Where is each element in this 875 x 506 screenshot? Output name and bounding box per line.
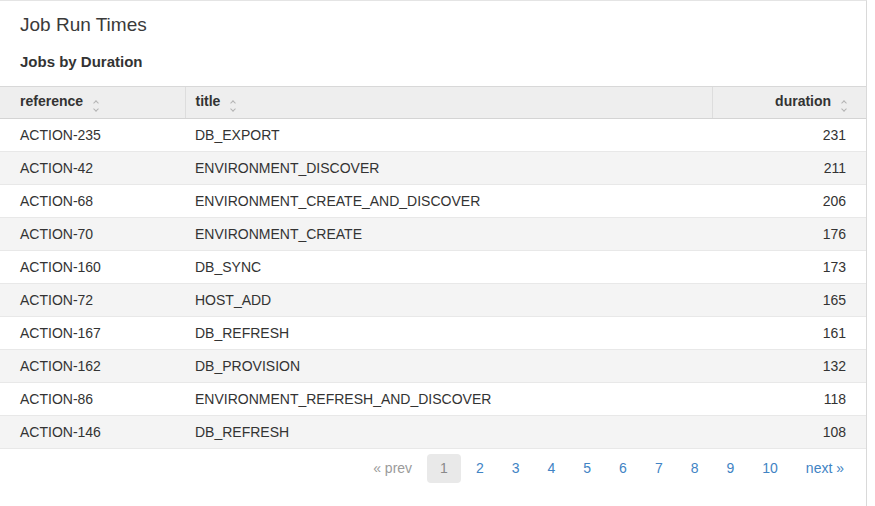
- table-row: ACTION-146DB_REFRESH108: [0, 416, 866, 449]
- col-header-reference[interactable]: reference: [0, 87, 185, 119]
- col-header-duration-label: duration: [775, 93, 831, 109]
- pagination-next[interactable]: next »: [793, 454, 857, 483]
- pagination-page-2[interactable]: 2: [463, 454, 497, 483]
- cell-reference: ACTION-68: [0, 185, 185, 218]
- cell-duration: 161: [712, 317, 866, 350]
- pagination: « prev12345678910next »: [0, 454, 866, 483]
- table-row: ACTION-167DB_REFRESH161: [0, 317, 866, 350]
- pagination-page-10[interactable]: 10: [749, 454, 791, 483]
- cell-reference: ACTION-162: [0, 350, 185, 383]
- cell-title: DB_REFRESH: [185, 317, 712, 350]
- table-row: ACTION-68ENVIRONMENT_CREATE_AND_DISCOVER…: [0, 185, 866, 218]
- pagination-page-9[interactable]: 9: [713, 454, 747, 483]
- table-row: ACTION-42ENVIRONMENT_DISCOVER211: [0, 152, 866, 185]
- cell-reference: ACTION-146: [0, 416, 185, 449]
- cell-reference: ACTION-86: [0, 383, 185, 416]
- pagination-page-4[interactable]: 4: [535, 454, 569, 483]
- col-header-title[interactable]: title: [185, 87, 712, 119]
- sort-icon[interactable]: [231, 101, 235, 111]
- table-header-row: reference title duration: [0, 87, 866, 119]
- cell-duration: 165: [712, 284, 866, 317]
- cell-title: DB_REFRESH: [185, 416, 712, 449]
- cell-reference: ACTION-235: [0, 119, 185, 152]
- table-row: ACTION-235DB_EXPORT231: [0, 119, 866, 152]
- page-title: Job Run Times: [20, 13, 866, 36]
- table-row: ACTION-72HOST_ADD165: [0, 284, 866, 317]
- cell-reference: ACTION-70: [0, 218, 185, 251]
- pagination-page-5[interactable]: 5: [570, 454, 604, 483]
- pagination-page-1[interactable]: 1: [427, 454, 461, 483]
- cell-duration: 211: [712, 152, 866, 185]
- pagination-prev[interactable]: « prev: [360, 454, 425, 483]
- cell-title: HOST_ADD: [185, 284, 712, 317]
- cell-reference: ACTION-42: [0, 152, 185, 185]
- table-row: ACTION-162DB_PROVISION132: [0, 350, 866, 383]
- cell-duration: 206: [712, 185, 866, 218]
- pagination-page-8[interactable]: 8: [678, 454, 712, 483]
- table-row: ACTION-70ENVIRONMENT_CREATE176: [0, 218, 866, 251]
- cell-duration: 118: [712, 383, 866, 416]
- cell-title: ENVIRONMENT_DISCOVER: [185, 152, 712, 185]
- cell-duration: 132: [712, 350, 866, 383]
- cell-reference: ACTION-160: [0, 251, 185, 284]
- cell-title: ENVIRONMENT_CREATE: [185, 218, 712, 251]
- sort-icon[interactable]: [94, 101, 98, 111]
- cell-title: DB_SYNC: [185, 251, 712, 284]
- table-row: ACTION-160DB_SYNC173: [0, 251, 866, 284]
- pagination-page-6[interactable]: 6: [606, 454, 640, 483]
- col-header-reference-label: reference: [20, 93, 83, 109]
- cell-reference: ACTION-167: [0, 317, 185, 350]
- section-title: Jobs by Duration: [20, 53, 866, 71]
- col-header-title-label: title: [196, 93, 221, 109]
- table-row: ACTION-86ENVIRONMENT_REFRESH_AND_DISCOVE…: [0, 383, 866, 416]
- job-run-times-panel: Job Run Times Jobs by Duration reference…: [0, 0, 867, 506]
- cell-duration: 173: [712, 251, 866, 284]
- cell-title: ENVIRONMENT_REFRESH_AND_DISCOVER: [185, 383, 712, 416]
- table-body: ACTION-235DB_EXPORT231ACTION-42ENVIRONME…: [0, 119, 866, 449]
- cell-duration: 108: [712, 416, 866, 449]
- col-header-duration[interactable]: duration: [712, 87, 866, 119]
- sort-icon[interactable]: [842, 101, 846, 111]
- cell-duration: 176: [712, 218, 866, 251]
- pagination-page-7[interactable]: 7: [642, 454, 676, 483]
- pagination-page-3[interactable]: 3: [499, 454, 533, 483]
- cell-title: DB_EXPORT: [185, 119, 712, 152]
- cell-title: DB_PROVISION: [185, 350, 712, 383]
- cell-duration: 231: [712, 119, 866, 152]
- jobs-table: reference title duration ACTION-235DB_EX…: [0, 86, 866, 449]
- cell-title: ENVIRONMENT_CREATE_AND_DISCOVER: [185, 185, 712, 218]
- cell-reference: ACTION-72: [0, 284, 185, 317]
